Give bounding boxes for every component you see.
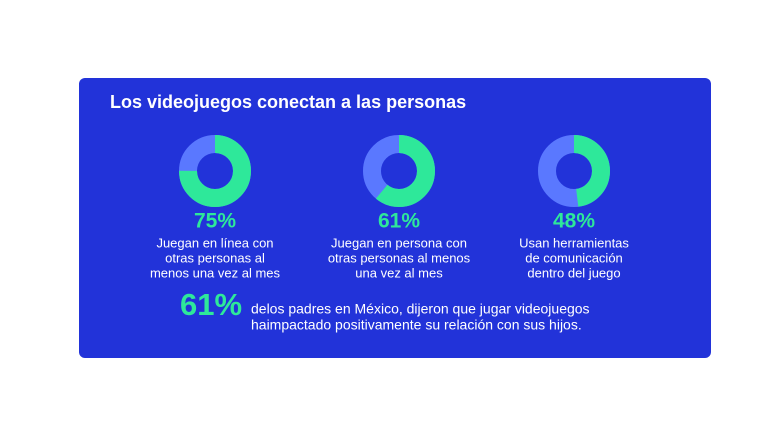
donut-label: 75% (194, 210, 236, 233)
caption: Juegan en línea con (156, 235, 273, 250)
donut-arc (363, 135, 435, 207)
caption: Usan herramientas (519, 235, 629, 250)
statement: haimpactado positivamente su relación co… (251, 317, 582, 333)
donut-label: 61% (378, 210, 420, 233)
caption: menos una vez al mes (150, 265, 281, 280)
caption: de comunicación (525, 250, 623, 265)
donut-arc (538, 135, 610, 207)
highlight: 61% (180, 287, 242, 322)
caption: dentro del juego (527, 265, 620, 280)
title: Los videojuegos conectan a las personas (110, 92, 466, 112)
caption: una vez al mes (355, 265, 443, 280)
caption: otras personas al (165, 250, 265, 265)
donut-label: 48% (553, 210, 595, 233)
statement: delos padres en México, dijeron que juga… (251, 301, 590, 317)
caption: otras personas al menos (328, 250, 471, 265)
caption: Juegan en persona con (331, 235, 467, 250)
donut-arc (179, 135, 251, 207)
